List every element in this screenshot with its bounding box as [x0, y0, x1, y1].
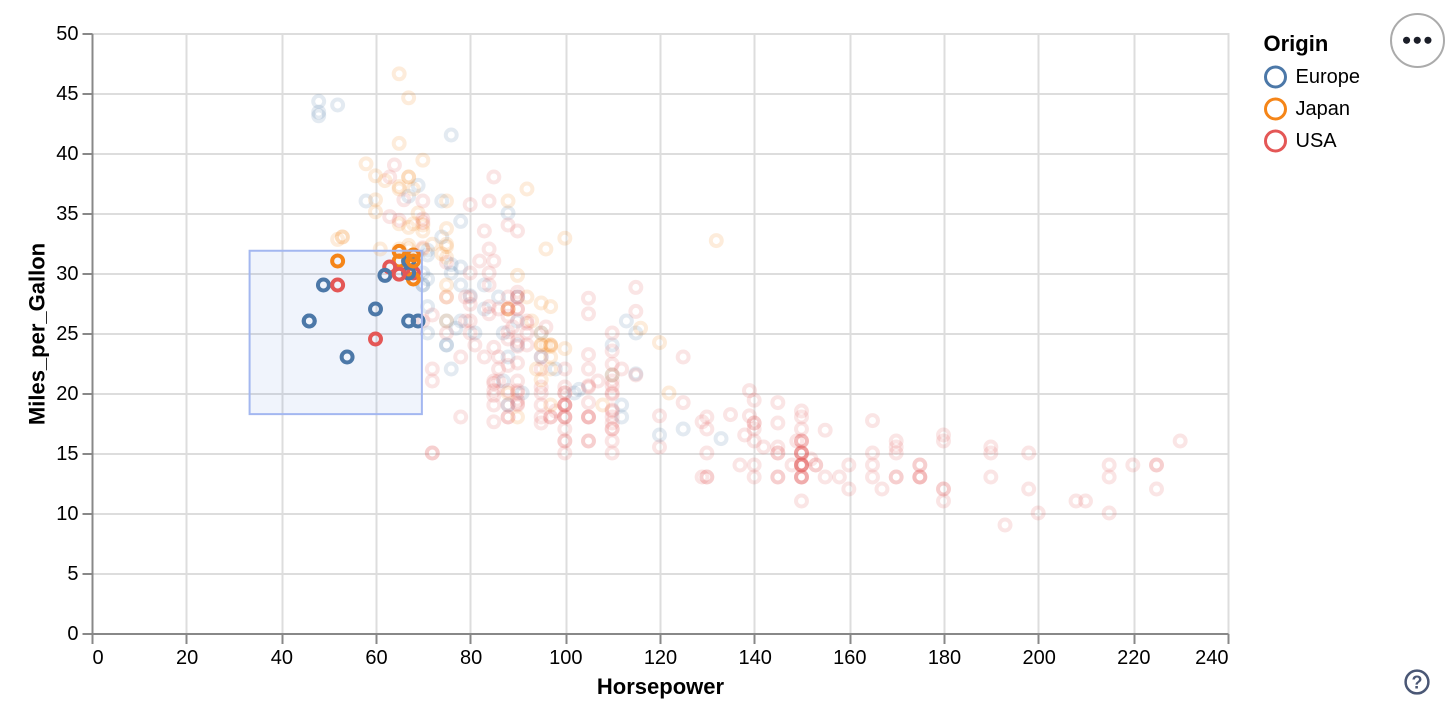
- svg-text:USA: USA: [1296, 130, 1338, 152]
- svg-text:Miles_per_Gallon: Miles_per_Gallon: [24, 243, 49, 425]
- svg-text:40: 40: [271, 647, 293, 669]
- svg-text:220: 220: [1117, 647, 1150, 669]
- svg-text:Japan: Japan: [1296, 98, 1351, 120]
- svg-text:25: 25: [56, 323, 78, 345]
- svg-text:Horsepower: Horsepower: [597, 674, 725, 699]
- svg-text:15: 15: [56, 443, 78, 465]
- svg-text:Europe: Europe: [1296, 66, 1361, 88]
- svg-text:40: 40: [56, 143, 78, 165]
- svg-text:20: 20: [176, 647, 198, 669]
- svg-text:30: 30: [56, 263, 78, 285]
- svg-text:?: ?: [1412, 672, 1423, 692]
- svg-text:180: 180: [928, 647, 961, 669]
- svg-text:240: 240: [1195, 647, 1228, 669]
- svg-text:140: 140: [738, 647, 771, 669]
- svg-text:45: 45: [56, 83, 78, 105]
- svg-text:60: 60: [365, 647, 387, 669]
- svg-text:160: 160: [833, 647, 866, 669]
- svg-text:35: 35: [56, 203, 78, 225]
- svg-text:5: 5: [67, 563, 78, 585]
- svg-text:0: 0: [67, 623, 78, 645]
- svg-text:100: 100: [549, 647, 582, 669]
- svg-text:10: 10: [56, 503, 78, 525]
- svg-text:20: 20: [56, 383, 78, 405]
- svg-text:80: 80: [460, 647, 482, 669]
- svg-text:0: 0: [93, 647, 104, 669]
- svg-text:Origin: Origin: [1264, 31, 1329, 56]
- svg-text:50: 50: [56, 23, 78, 45]
- svg-text:120: 120: [644, 647, 677, 669]
- svg-text:200: 200: [1022, 647, 1055, 669]
